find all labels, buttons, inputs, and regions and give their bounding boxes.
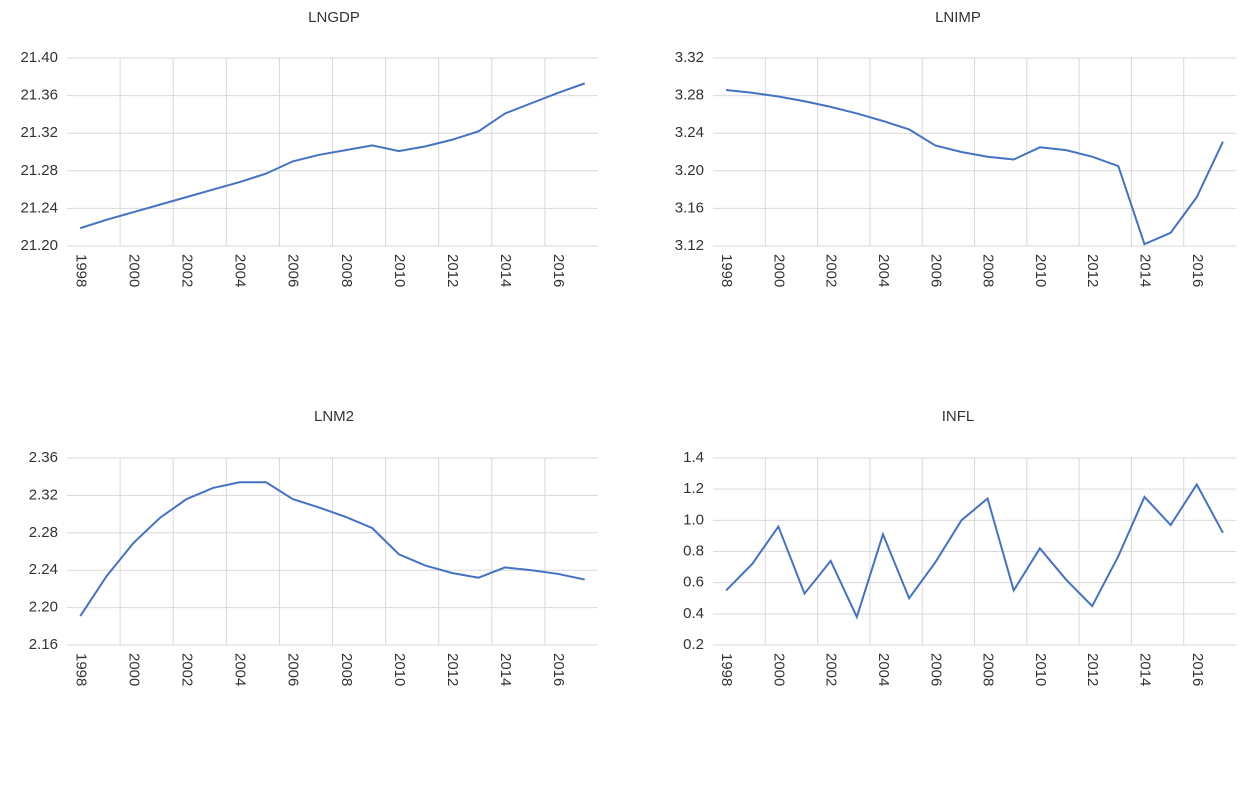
x-tick-label: 1998 [72, 254, 89, 287]
chart-title: INFL [942, 408, 975, 425]
y-tick-label: 2.24 [29, 561, 58, 578]
x-tick-label: 2012 [444, 254, 461, 287]
y-tick-label: 21.40 [20, 49, 58, 66]
y-tick-label: 2.36 [29, 449, 58, 466]
y-tick-label: 3.28 [675, 87, 704, 104]
y-tick-label: 21.28 [20, 162, 58, 179]
y-tick-label: 1.4 [683, 449, 704, 466]
x-tick-label: 1998 [72, 653, 89, 686]
y-tick-label: 3.24 [675, 124, 704, 141]
x-tick-label: 2014 [1137, 653, 1154, 686]
x-tick-label: 2008 [980, 254, 997, 287]
x-tick-label: 2006 [285, 653, 302, 686]
line-series [725, 88, 1224, 246]
y-tick-label: 1.0 [683, 511, 704, 528]
y-tick-label: 3.32 [675, 49, 704, 66]
line-series [79, 481, 585, 617]
x-tick-label: 2000 [770, 653, 787, 686]
x-tick-label: 1998 [718, 254, 735, 287]
chart-title: LNGDP [308, 9, 360, 26]
x-tick-label: 2004 [875, 653, 892, 686]
y-tick-label: 3.20 [675, 162, 704, 179]
y-tick-label: 21.20 [20, 237, 58, 254]
x-tick-label: 2000 [125, 254, 142, 287]
y-tick-label: 3.16 [675, 199, 704, 216]
y-tick-label: 3.12 [675, 237, 704, 254]
x-tick-label: 2012 [444, 653, 461, 686]
x-tick-label: 2016 [550, 653, 567, 686]
y-tick-label: 0.4 [683, 605, 704, 622]
x-tick-label: 2016 [1189, 254, 1206, 287]
x-tick-label: 2002 [823, 653, 840, 686]
x-tick-label: 1998 [718, 653, 735, 686]
x-tick-label: 2008 [338, 653, 355, 686]
x-tick-label: 2002 [823, 254, 840, 287]
y-tick-label: 21.36 [20, 87, 58, 104]
x-tick-label: 2012 [1084, 254, 1101, 287]
x-tick-label: 2004 [875, 254, 892, 287]
x-tick-label: 2010 [1032, 653, 1049, 686]
x-tick-label: 2000 [125, 653, 142, 686]
x-tick-label: 2004 [232, 254, 249, 287]
x-tick-label: 2010 [391, 653, 408, 686]
y-tick-label: 21.24 [20, 199, 58, 216]
chart-title: LNIMP [935, 9, 981, 26]
line-series [79, 82, 586, 230]
x-tick-label: 2006 [285, 254, 302, 287]
y-tick-label: 21.32 [20, 124, 58, 141]
x-tick-label: 2004 [232, 653, 249, 686]
chart-title: LNM2 [314, 408, 354, 425]
x-tick-label: 2010 [1032, 254, 1049, 287]
line-series [725, 482, 1224, 620]
x-tick-label: 2002 [179, 653, 196, 686]
y-tick-label: 0.2 [683, 636, 704, 653]
x-tick-label: 2008 [980, 653, 997, 686]
x-tick-label: 2002 [179, 254, 196, 287]
x-tick-label: 2014 [497, 653, 514, 686]
y-tick-label: 2.20 [29, 599, 58, 616]
y-tick-label: 0.8 [683, 542, 704, 559]
x-tick-label: 2016 [550, 254, 567, 287]
y-tick-label: 2.16 [29, 636, 58, 653]
x-tick-label: 2016 [1189, 653, 1206, 686]
x-tick-label: 2006 [927, 653, 944, 686]
y-tick-label: 2.32 [29, 486, 58, 503]
x-tick-label: 2014 [497, 254, 514, 287]
x-tick-label: 2010 [391, 254, 408, 287]
y-tick-label: 2.28 [29, 524, 58, 541]
y-tick-label: 1.2 [683, 480, 704, 497]
x-tick-label: 2008 [338, 254, 355, 287]
x-tick-label: 2014 [1137, 254, 1154, 287]
x-tick-label: 2012 [1084, 653, 1101, 686]
x-tick-label: 2000 [770, 254, 787, 287]
x-tick-label: 2006 [927, 254, 944, 287]
y-tick-label: 0.6 [683, 574, 704, 591]
